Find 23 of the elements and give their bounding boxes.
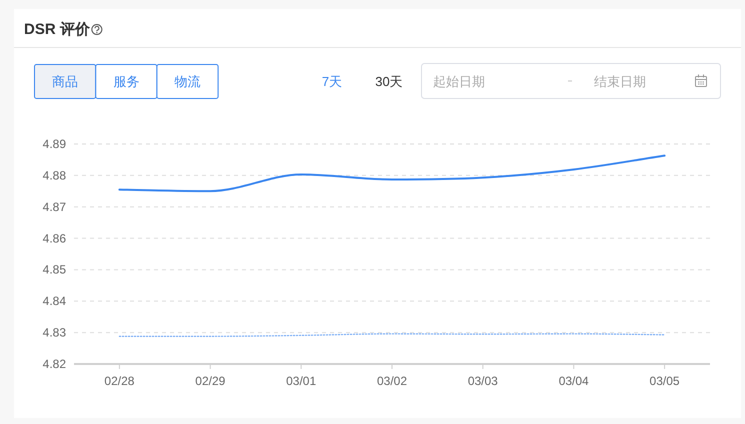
x-tick-label: 03/04 xyxy=(558,374,590,388)
y-tick-label: 4.83 xyxy=(42,326,66,340)
x-tick-label: 02/28 xyxy=(104,374,135,388)
text: 7天 xyxy=(322,74,342,89)
text: 结束日期 xyxy=(594,74,646,89)
y-tick-label: 4.87 xyxy=(42,200,66,214)
x-tick-label: 03/03 xyxy=(468,374,498,388)
tab: 服务 xyxy=(95,64,158,99)
y-tick-label: 4.89 xyxy=(42,137,66,151)
y-tick-label: 4.88 xyxy=(42,168,66,182)
chart-title: DSR 评价 xyxy=(24,21,91,38)
text: 起始日期 xyxy=(433,74,485,89)
y-tick-label: 4.85 xyxy=(42,262,66,277)
x-tick-label: 02/29 xyxy=(195,374,226,388)
tab: 商品 xyxy=(34,64,96,99)
tab: 物流 xyxy=(156,64,219,99)
y-tick-label: 4.82 xyxy=(42,357,66,371)
x-tick-label: 03/02 xyxy=(376,374,408,388)
y-tick-label: 4.86 xyxy=(42,231,66,246)
x-tick-label: 03/05 xyxy=(650,374,680,388)
text: 30天 xyxy=(375,74,403,89)
x-tick-label: 03/01 xyxy=(286,374,316,388)
y-tick-label: 4.84 xyxy=(42,294,66,308)
